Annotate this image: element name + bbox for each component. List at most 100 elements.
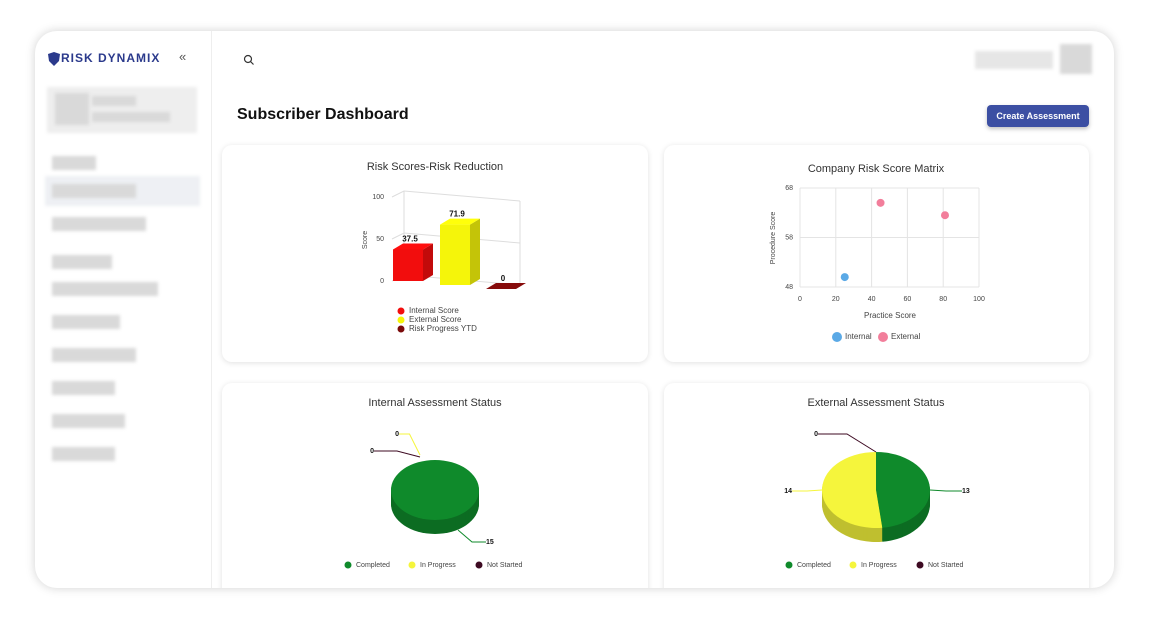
menu-item[interactable]	[52, 156, 96, 170]
menu-item[interactable]	[52, 414, 125, 428]
y-tick-label: 0	[380, 278, 384, 285]
y-tick-label: 100	[372, 194, 384, 201]
data-label: 0	[370, 448, 374, 455]
legend-label: Not Started	[487, 562, 523, 569]
x-tick-label: 0	[798, 296, 802, 303]
data-label: 0	[814, 431, 818, 438]
legend-label: External Score	[409, 315, 462, 324]
menu-item[interactable]	[52, 348, 136, 362]
y-tick-label: 68	[785, 185, 793, 192]
placeholder	[92, 96, 136, 106]
point	[876, 198, 885, 207]
logo	[48, 52, 60, 66]
y-axis-label: Procedure Score	[770, 212, 777, 265]
page-title: Subscriber Dashboard	[237, 106, 409, 123]
legend-label: Internal	[845, 332, 872, 341]
x-tick-label: 60	[904, 296, 912, 303]
bar-top	[486, 283, 526, 289]
legend-label: In Progress	[861, 562, 897, 569]
bar-side	[470, 218, 480, 285]
pie-slice	[391, 460, 479, 534]
point	[840, 273, 849, 282]
menu-item[interactable]	[52, 217, 146, 231]
charts: Risk Scores-Risk Reduction 0 50 100 Score 37.…	[344, 161, 985, 569]
chart-title: Internal Assessment Status	[368, 397, 502, 409]
legend-swatch	[878, 332, 888, 342]
leader-line	[818, 433, 877, 453]
data-label: 0	[395, 431, 399, 438]
legend-label: External	[891, 332, 921, 341]
panel	[664, 145, 1089, 362]
x-tick-label: 40	[868, 296, 876, 303]
collapse-icon[interactable]: «	[179, 49, 187, 64]
menu-item[interactable]	[52, 315, 120, 329]
legend-swatch	[849, 561, 857, 569]
y-axis-label: Score	[362, 231, 369, 249]
bar-front	[440, 224, 470, 285]
placeholder	[92, 112, 170, 122]
leader-line	[457, 529, 486, 543]
x-tick-label: 80	[939, 296, 947, 303]
legend-label: Not Started	[928, 562, 964, 569]
chart-title: Risk Scores-Risk Reduction	[367, 161, 503, 173]
leader-line	[399, 433, 421, 456]
point	[940, 211, 949, 220]
slice-top	[391, 460, 479, 520]
legend-label: Risk Progress YTD	[409, 324, 477, 333]
menu-item[interactable]	[52, 255, 112, 269]
slice-top	[821, 452, 883, 528]
menu-item[interactable]	[52, 381, 115, 395]
user-avatar[interactable]	[1060, 44, 1092, 74]
brand: RISK DYNAMIX	[61, 51, 161, 65]
slice-top	[876, 452, 930, 528]
leader-line	[374, 450, 421, 458]
pie-slice	[821, 452, 883, 543]
legend-label: In Progress	[420, 562, 456, 569]
legend-swatch	[785, 561, 793, 569]
bar-top	[440, 218, 480, 225]
legend-label: Completed	[356, 562, 390, 569]
search-icon[interactable]	[243, 54, 255, 66]
bar-top	[393, 243, 433, 250]
leader-line	[792, 489, 823, 492]
legend-swatch	[397, 316, 405, 324]
legend-swatch	[408, 561, 416, 569]
menu-item[interactable]	[52, 282, 158, 296]
data-label: 14	[784, 488, 792, 495]
chart-title: Company Risk Score Matrix	[808, 163, 945, 175]
chart-title: External Assessment Status	[808, 397, 945, 409]
data-label: 15	[486, 539, 494, 546]
x-tick-label: 20	[832, 296, 840, 303]
legend-swatch	[832, 332, 842, 342]
legend-label: Internal Score	[409, 306, 459, 315]
y-tick-label: 58	[785, 234, 793, 241]
user-name	[975, 51, 1053, 69]
bar	[486, 283, 526, 289]
bar-side	[423, 243, 433, 281]
x-axis-label: Practice Score	[864, 311, 917, 320]
create-assessment-button[interactable]: Create Assessment	[987, 105, 1089, 127]
legend-swatch	[475, 561, 483, 569]
legend-swatch	[344, 561, 352, 569]
legend-swatch	[916, 561, 924, 569]
panel	[222, 145, 648, 362]
data-label: 71.9	[449, 210, 465, 219]
legend-label: Completed	[797, 562, 831, 569]
app-window: RISK DYNAMIX « Subscriber Dashboard Crea…	[35, 31, 1114, 588]
x-tick-label: 100	[973, 296, 985, 303]
legend-swatch	[397, 307, 405, 315]
data-label: 13	[962, 488, 970, 495]
leader-line	[929, 489, 962, 492]
y-tick-label: 48	[785, 284, 793, 291]
avatar	[55, 93, 89, 125]
grid-line	[391, 190, 521, 202]
y-tick-label: 50	[376, 236, 384, 243]
bar	[440, 218, 480, 285]
menu-item[interactable]	[52, 184, 136, 198]
data-label: 0	[501, 274, 506, 283]
menu-item[interactable]	[52, 447, 115, 461]
sidebar: RISK DYNAMIX «	[35, 31, 212, 588]
bar	[393, 243, 433, 281]
pie-slice	[876, 452, 931, 542]
legend-swatch	[397, 325, 405, 333]
